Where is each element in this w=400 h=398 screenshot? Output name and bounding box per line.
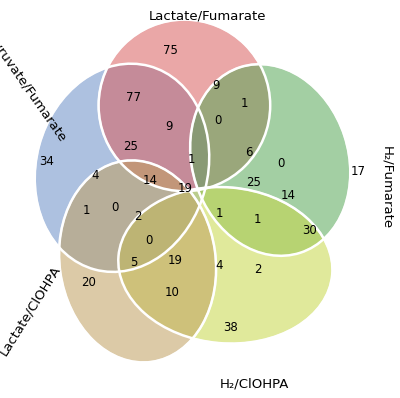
- Text: 25: 25: [123, 140, 138, 153]
- Text: 14: 14: [142, 174, 158, 187]
- Text: 77: 77: [126, 91, 141, 104]
- Text: 14: 14: [280, 189, 295, 202]
- Text: 4: 4: [91, 169, 98, 182]
- Text: Pyruvate/Fumarate: Pyruvate/Fumarate: [0, 34, 68, 146]
- Text: 38: 38: [223, 321, 238, 334]
- Text: 1: 1: [83, 204, 91, 217]
- Text: 1: 1: [241, 97, 249, 110]
- Text: 30: 30: [302, 224, 316, 238]
- Text: 0: 0: [112, 201, 119, 214]
- Text: 5: 5: [130, 256, 137, 269]
- Text: 9: 9: [165, 120, 172, 133]
- Ellipse shape: [190, 64, 350, 256]
- Text: 20: 20: [82, 276, 96, 289]
- Text: 6: 6: [245, 146, 252, 160]
- Text: 25: 25: [246, 176, 261, 189]
- Text: H₂/ClOHPA: H₂/ClOHPA: [220, 378, 289, 391]
- Text: 9: 9: [212, 79, 219, 92]
- Text: 34: 34: [40, 156, 54, 168]
- Text: 0: 0: [278, 157, 285, 170]
- Text: 19: 19: [178, 181, 193, 195]
- Text: 0: 0: [146, 234, 153, 247]
- Text: 17: 17: [350, 165, 366, 178]
- Text: 0: 0: [214, 115, 221, 127]
- Ellipse shape: [35, 64, 209, 272]
- Text: 2: 2: [134, 210, 141, 223]
- Text: H₂/Fumarate: H₂/Fumarate: [381, 146, 394, 229]
- Text: 1: 1: [188, 154, 195, 166]
- Ellipse shape: [59, 160, 216, 363]
- Text: 10: 10: [164, 286, 179, 299]
- Text: 1: 1: [254, 213, 261, 226]
- Text: 19: 19: [168, 254, 183, 267]
- Ellipse shape: [118, 187, 332, 343]
- Text: 2: 2: [254, 263, 262, 276]
- Ellipse shape: [98, 20, 270, 191]
- Text: 1: 1: [216, 207, 223, 220]
- Text: Lactate/ClOHPA: Lactate/ClOHPA: [0, 263, 63, 357]
- Text: 75: 75: [163, 44, 178, 57]
- Text: Lactate/Fumarate: Lactate/Fumarate: [149, 9, 266, 22]
- Text: 4: 4: [215, 259, 222, 272]
